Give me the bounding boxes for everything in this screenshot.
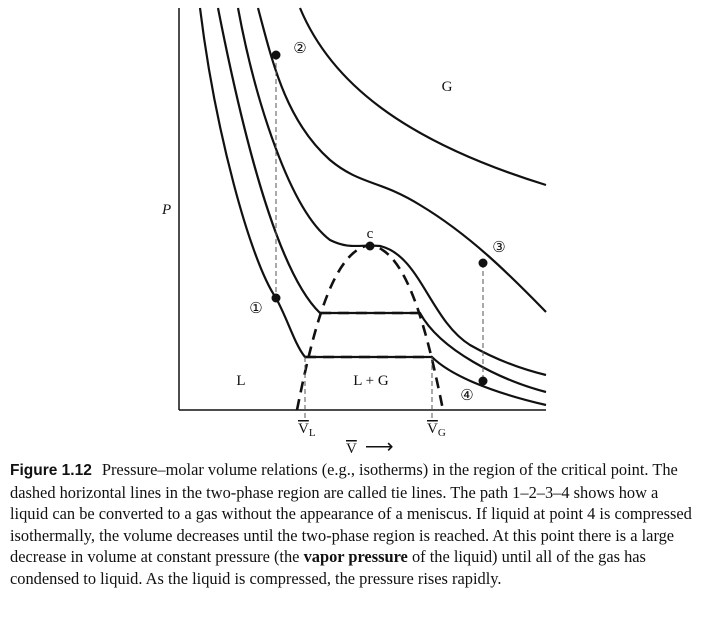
symbol: V [298,421,309,437]
subscript: G [438,427,446,439]
point [271,293,281,303]
volume-label: VG [427,421,446,439]
point-label: ② [293,41,306,57]
y-axis-label: P [161,202,171,218]
isotherm [236,7,547,377]
caption-text: Pressure–molar volume relations (e.g., i… [10,460,692,567]
region-label: G [442,79,453,95]
region-label: L + G [353,373,389,389]
subscript: L [309,427,316,439]
caption-term: vapor pressure [303,547,408,567]
caption-label: Figure 1.12 [10,462,92,479]
critical-point [365,241,375,251]
isotherm [198,7,547,407]
point-label: ① [249,301,262,317]
point-label: ④ [460,388,473,404]
pv-diagram: P G L L + G c ① ② ③ ④ VL VG V ⟶ [161,7,547,458]
point [271,50,281,60]
isotherm [216,7,547,394]
arrow: ⟶ [365,436,394,458]
region-label: L [236,373,245,389]
caption: Figure 1.12 Pressure–molar volume relatio… [10,459,700,590]
volume-label: VL [298,421,316,439]
caption-text: of the liquid) until all of the gas has … [10,547,646,588]
point [478,258,488,268]
isotherm [298,7,547,187]
symbol: V [346,441,357,457]
critical-label: c [367,226,374,242]
point-label: ③ [492,240,505,256]
symbol: V [427,421,438,437]
point [478,376,488,386]
isotherm [256,7,547,313]
x-axis-label: V ⟶ [346,436,394,458]
